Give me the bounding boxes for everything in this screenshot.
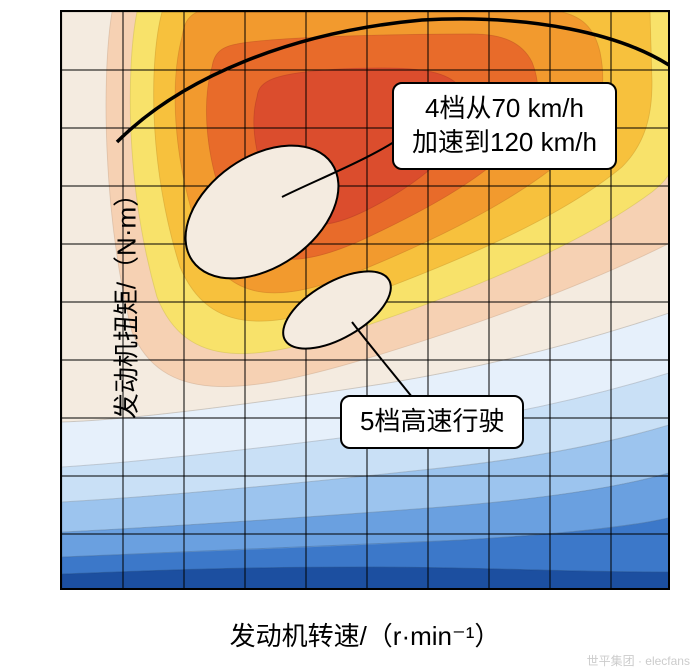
- watermark: 世平集团 · elecfans: [587, 652, 690, 669]
- x-axis-label: 发动机转速/（r·min⁻¹）: [60, 616, 670, 653]
- annotation-line2: 加速到120 km/h: [412, 126, 597, 160]
- annotation-5th-gear: 5档高速行驶: [340, 395, 524, 449]
- annotation-line1: 4档从70 km/h: [412, 92, 597, 126]
- annotation-4th-gear: 4档从70 km/h 加速到120 km/h: [392, 82, 617, 170]
- y-axis-label: 发动机扭矩/（N·m）: [107, 181, 144, 419]
